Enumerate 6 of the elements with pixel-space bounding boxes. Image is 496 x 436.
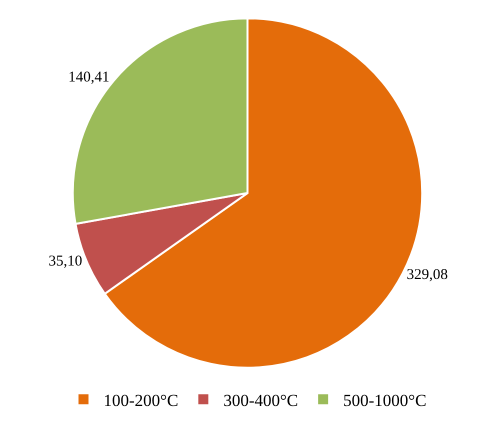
data-label: 140,41 [68, 70, 110, 86]
legend-label: 100-200°C [104, 390, 178, 410]
data-label: 35,10 [48, 254, 82, 270]
data-label: 329,08 [406, 267, 448, 284]
legend-label: 300-400°C [223, 390, 298, 410]
legend-label: 500-1000°C [343, 390, 426, 410]
